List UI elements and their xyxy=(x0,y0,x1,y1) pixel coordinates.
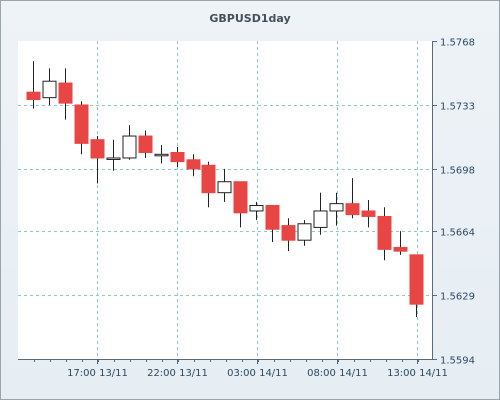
candle xyxy=(122,125,137,160)
candle-body-up xyxy=(42,80,57,99)
candle xyxy=(201,161,216,208)
y-tick-label: 1.5664 xyxy=(440,228,475,239)
candle xyxy=(249,201,264,221)
x-tick-label: 13:00 14/11 xyxy=(387,368,448,379)
candle xyxy=(329,192,344,226)
candle xyxy=(281,218,296,252)
candle-body-down xyxy=(281,225,296,241)
candle-body-down xyxy=(377,215,392,250)
candle xyxy=(393,231,408,255)
candle-body-up xyxy=(329,203,344,212)
x-tick-label: 22:00 13/11 xyxy=(147,368,208,379)
candle xyxy=(186,154,201,177)
candle-body-down xyxy=(186,159,201,170)
candle xyxy=(345,178,360,219)
candle-body-down xyxy=(90,139,105,159)
candle-body-down xyxy=(393,247,408,252)
candle xyxy=(74,101,89,155)
candle-body-up xyxy=(106,157,121,160)
y-tick-label: 1.5594 xyxy=(440,356,475,367)
candle xyxy=(361,200,376,228)
candle xyxy=(138,130,153,158)
candle xyxy=(217,168,232,202)
candle xyxy=(42,68,57,105)
candle-body-up xyxy=(297,223,312,241)
candle-body-down xyxy=(345,203,360,216)
y-tick-label: 1.5698 xyxy=(440,166,475,177)
candle-body-down xyxy=(138,135,153,153)
candles xyxy=(26,61,424,317)
candle-body-up xyxy=(313,210,328,228)
candle xyxy=(154,145,169,164)
candle-body-down xyxy=(170,151,185,163)
y-tick-label: 1.5733 xyxy=(440,102,475,113)
candle-body-down xyxy=(265,204,280,230)
candle-body-up xyxy=(122,135,137,159)
candle-body-down xyxy=(58,82,73,104)
candle-body-down xyxy=(201,164,216,194)
x-tick-label: 17:00 13/11 xyxy=(67,368,128,379)
candle xyxy=(313,192,328,235)
y-tick-label: 1.5768 xyxy=(440,38,475,49)
x-tick-label: 08:00 14/11 xyxy=(307,368,368,379)
candle-body-up xyxy=(154,153,169,157)
candle-body-up xyxy=(217,181,232,194)
y-tick-label: 1.5629 xyxy=(440,292,475,303)
candle xyxy=(265,204,280,243)
x-tick-label: 03:00 14/11 xyxy=(227,368,288,379)
candle xyxy=(233,181,248,228)
candle-body-down xyxy=(361,210,376,217)
candle-body-down xyxy=(74,104,89,144)
candle xyxy=(90,136,105,184)
candle-body-down xyxy=(409,254,424,305)
candle-body-up xyxy=(249,204,264,212)
candle xyxy=(170,147,185,168)
candle xyxy=(297,220,312,246)
candle xyxy=(26,61,41,109)
candle-body-down xyxy=(233,181,248,214)
grid-lines xyxy=(18,41,432,359)
candle-body-down xyxy=(26,91,41,100)
candle xyxy=(106,139,121,171)
chart-title: GBPUSD1day xyxy=(209,12,291,25)
candle xyxy=(377,207,392,261)
axes: 1.5594 1.5629 1.5664 1.5698 1.5733 1.5768 17:0… xyxy=(18,38,475,379)
candle xyxy=(409,254,424,317)
candle xyxy=(58,68,73,120)
